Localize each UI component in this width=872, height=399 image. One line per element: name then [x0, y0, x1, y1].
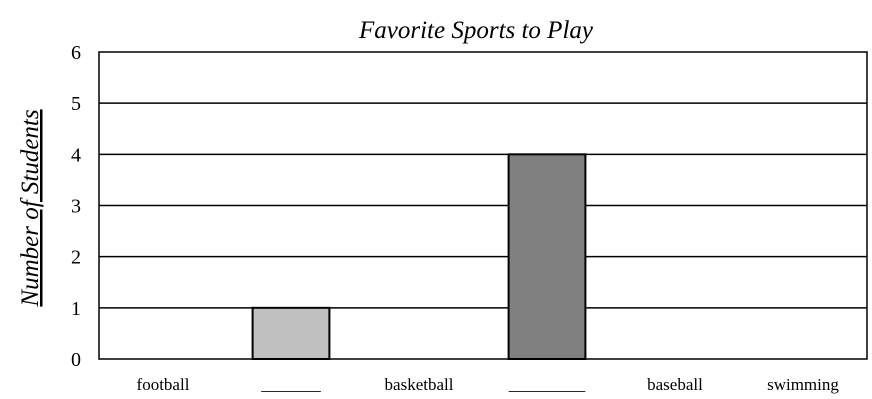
x-category-label: _________	[508, 375, 586, 394]
y-tick-label: 0	[71, 349, 81, 371]
y-tick-label: 4	[71, 144, 81, 166]
x-category-label: baseball	[647, 375, 703, 394]
y-tick-label: 6	[71, 42, 81, 64]
y-axis-label: Number of Students	[17, 109, 44, 307]
plot-area-frame	[98, 51, 868, 360]
x-category-label: basketball	[385, 375, 454, 394]
x-category-label: swimming	[767, 375, 839, 394]
bar	[251, 306, 331, 361]
bar	[507, 153, 587, 360]
x-category-label: football	[137, 375, 190, 394]
y-tick-label: 2	[71, 247, 81, 269]
x-category-label: _______	[260, 375, 321, 394]
x-axis-categories: football _______ basketball _________ baseba…	[137, 375, 840, 394]
chart-title: Favorite Sports to Play	[358, 17, 594, 44]
y-axis-ticks: 0 1 2 3 4 5 6	[71, 42, 81, 371]
y-tick-label: 3	[71, 196, 81, 218]
y-tick-label: 1	[71, 298, 81, 320]
y-tick-label: 5	[71, 93, 81, 115]
gridlines	[99, 102, 867, 309]
